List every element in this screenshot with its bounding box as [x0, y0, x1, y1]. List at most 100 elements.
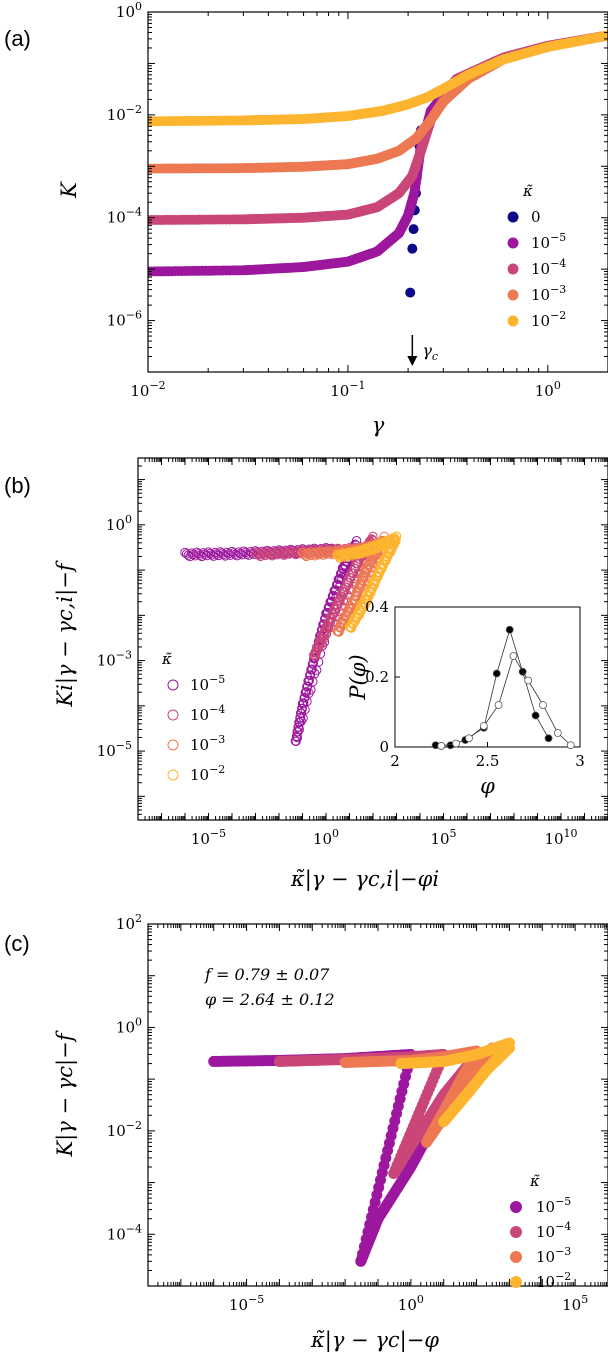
- data-point: [335, 596, 345, 606]
- y-tick-label: 10−2: [107, 103, 142, 124]
- data-point: [328, 609, 339, 619]
- series-10−2: [332, 531, 402, 633]
- data-point: [293, 727, 303, 737]
- legend-marker: [167, 709, 179, 721]
- inset-x-tick-label: 2: [390, 752, 400, 770]
- x-tick-label: 100: [398, 1293, 424, 1314]
- data-point: [350, 563, 361, 574]
- fit-annotation: φ = 2.64 ± 0.12: [205, 990, 335, 1009]
- x-tick-label: 10−1: [330, 379, 365, 400]
- marks-a: [148, 30, 608, 298]
- data-point: [362, 595, 373, 606]
- y-tick-label: 10−2: [107, 1119, 142, 1140]
- y-tick-label: 10−6: [107, 309, 142, 330]
- data-point: [356, 579, 366, 590]
- inset-frame: [394, 606, 581, 748]
- y-tick-label: 102: [116, 912, 142, 933]
- data-point: [366, 587, 376, 598]
- inset-point: [465, 734, 473, 743]
- ylabel-a: K: [57, 181, 81, 199]
- legend-marker: [507, 289, 519, 301]
- data-point: [334, 627, 344, 637]
- inset-point: [452, 739, 460, 748]
- legend-label: 10−5: [531, 231, 566, 252]
- data-point: [337, 591, 347, 602]
- data-point: [294, 722, 304, 732]
- data-point: [300, 692, 310, 703]
- y-tick-label: 10−3: [97, 649, 132, 670]
- legend-label: 10−2: [536, 1270, 571, 1291]
- data-point: [408, 224, 419, 235]
- panel-label-c: (c): [4, 931, 30, 956]
- inset-point: [437, 742, 446, 750]
- legend-label: 10−4: [190, 703, 225, 724]
- series-10−2: [148, 30, 608, 127]
- data-point: [353, 559, 363, 569]
- data-point: [295, 717, 305, 728]
- data-point: [373, 572, 383, 582]
- data-point: [333, 600, 343, 610]
- x-tick-label: 1010: [544, 827, 577, 848]
- axes-frame: [147, 11, 608, 373]
- y-tick-label: 10−5: [97, 739, 132, 760]
- legend-marker: [507, 263, 519, 275]
- marks-b: [180, 531, 402, 746]
- y-tick-label: 100: [116, 0, 142, 21]
- gamma-c-label: γc: [422, 341, 438, 363]
- data-point: [359, 572, 369, 582]
- panel-label-b: (b): [4, 473, 31, 498]
- legend-marker: [167, 769, 179, 781]
- data-point: [307, 664, 317, 674]
- fit-annotation: f = 0.79 ± 0.07: [204, 965, 330, 984]
- data-point: [296, 708, 307, 718]
- legend-marker: [510, 1226, 522, 1238]
- data-point: [369, 579, 380, 590]
- legend-marker: [167, 679, 179, 691]
- legend-marker: [507, 315, 519, 327]
- data-point: [503, 1042, 515, 1054]
- legend-label: 10−3: [190, 733, 225, 754]
- inset-point: [505, 625, 514, 634]
- inset-point: [566, 741, 575, 750]
- data-point: [353, 587, 363, 598]
- legend-label: 10−3: [531, 283, 566, 304]
- xlabel-b: κ̃|γ − γc,i|−φi: [290, 867, 439, 892]
- data-point: [303, 681, 313, 691]
- legend-marker: [510, 1276, 522, 1288]
- y-tick-label: 100: [116, 1015, 142, 1036]
- inset-x-tick-label: 2.5: [476, 752, 500, 770]
- inset-point: [539, 701, 547, 709]
- panel-b: 10−5 100 105 1010 10−5 10−3 100 κ̃ 10−5 10−4 10−3 1…: [97, 457, 608, 848]
- legend-label: 10−2: [190, 763, 225, 784]
- legend-label: 10−2: [531, 309, 566, 330]
- inset-x-tick-label: 3: [575, 752, 585, 770]
- data-point: [341, 582, 352, 592]
- legend-label: 0: [531, 208, 541, 226]
- data-point: [301, 687, 312, 697]
- inset-point: [553, 729, 562, 737]
- legend-label: 10−4: [536, 1220, 571, 1241]
- inset-point: [531, 711, 540, 720]
- y-tick-label: 100: [106, 513, 132, 534]
- legend-marker: [507, 211, 519, 223]
- x-tick-label: 100: [535, 379, 561, 400]
- data-point: [405, 287, 416, 298]
- inset-y-tick-label: 0.4: [365, 598, 389, 616]
- inset-point: [479, 722, 488, 730]
- legend-label: 10−3: [536, 1245, 571, 1266]
- legend-title: κ̃: [529, 1172, 540, 1190]
- data-point: [346, 573, 356, 583]
- data-point: [331, 604, 341, 615]
- data-point: [389, 540, 399, 550]
- inset-y-tick-label: 0: [379, 738, 389, 756]
- inset-point: [494, 701, 503, 709]
- data-point: [344, 577, 354, 588]
- inset-point: [509, 652, 518, 660]
- data-point: [324, 618, 335, 628]
- legend-marker: [510, 1201, 522, 1213]
- data-point: [291, 736, 301, 746]
- series-10−2: [395, 1037, 515, 1128]
- data-point: [297, 703, 307, 714]
- x-tick-label: 10−2: [130, 379, 165, 400]
